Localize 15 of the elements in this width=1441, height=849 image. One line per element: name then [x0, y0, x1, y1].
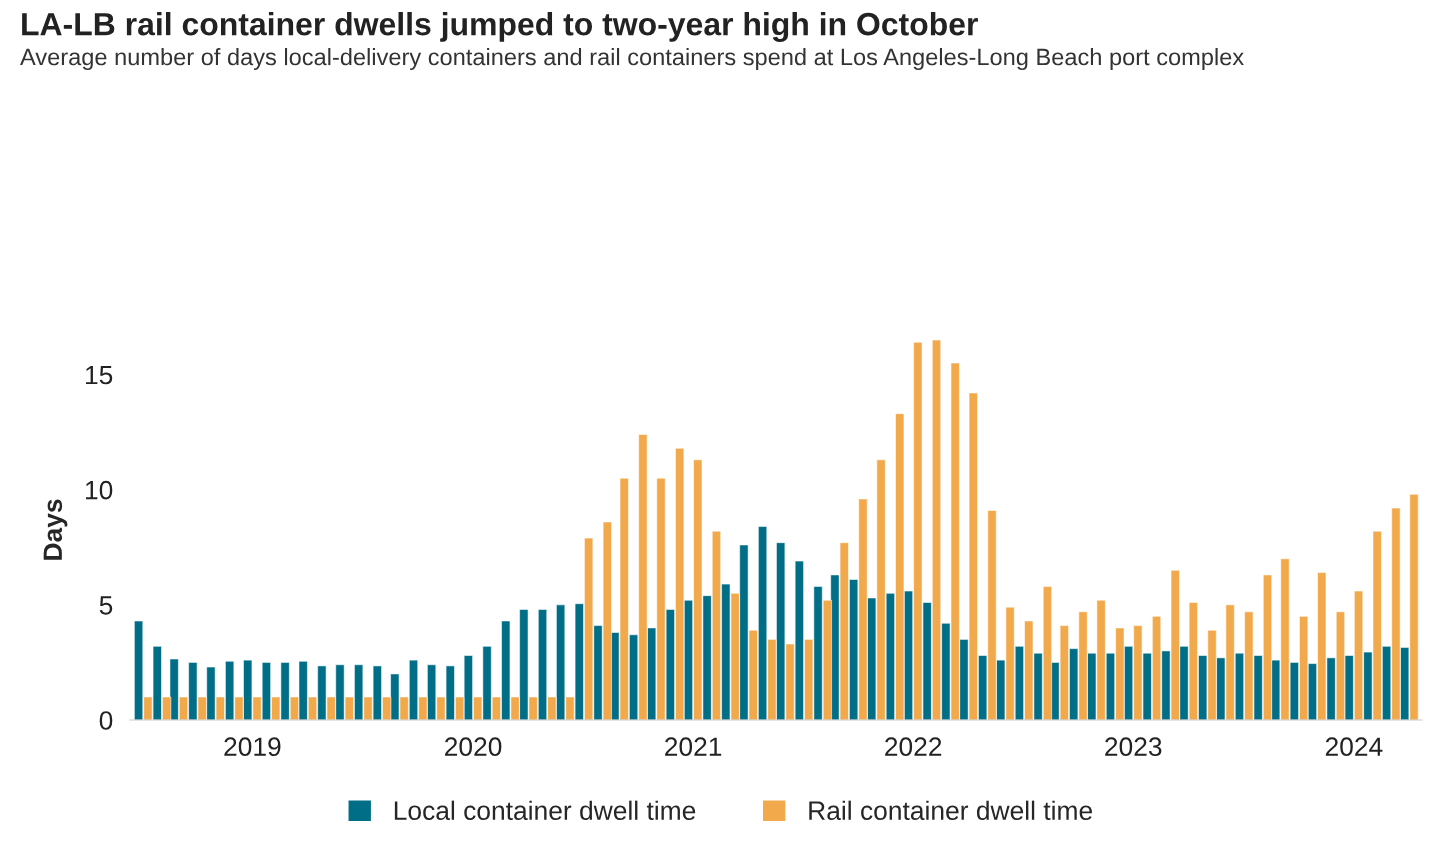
x-tick-label: 2019 [224, 737, 281, 757]
x-tick-label: 2024 [1325, 737, 1383, 757]
y-axis-title: Days [43, 499, 68, 560]
y-tick-label: 10 [86, 480, 113, 500]
legend-label: Rail container dwell time [809, 800, 1092, 821]
chart-subtitle: Average number of days local-delivery containers and rail containers spend at Los Angeles-Long Beach port complex [20, 48, 1244, 71]
x-tick-label: 2023 [1105, 737, 1162, 757]
x-tick-label: 2020 [445, 737, 502, 757]
chart-title: LA-LB rail container dwells jumped to two-year high in October [22, 12, 978, 42]
x-tick-label: 2022 [885, 737, 942, 757]
y-tick-label: 15 [86, 365, 113, 385]
x-tick-label: 2021 [665, 737, 722, 757]
y-tick-label: 5 [99, 596, 113, 615]
y-tick-label: 0 [99, 711, 113, 730]
legend-label: Local container dwell time [394, 800, 696, 821]
